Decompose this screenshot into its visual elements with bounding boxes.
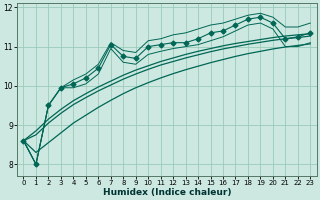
X-axis label: Humidex (Indice chaleur): Humidex (Indice chaleur) <box>103 188 231 197</box>
